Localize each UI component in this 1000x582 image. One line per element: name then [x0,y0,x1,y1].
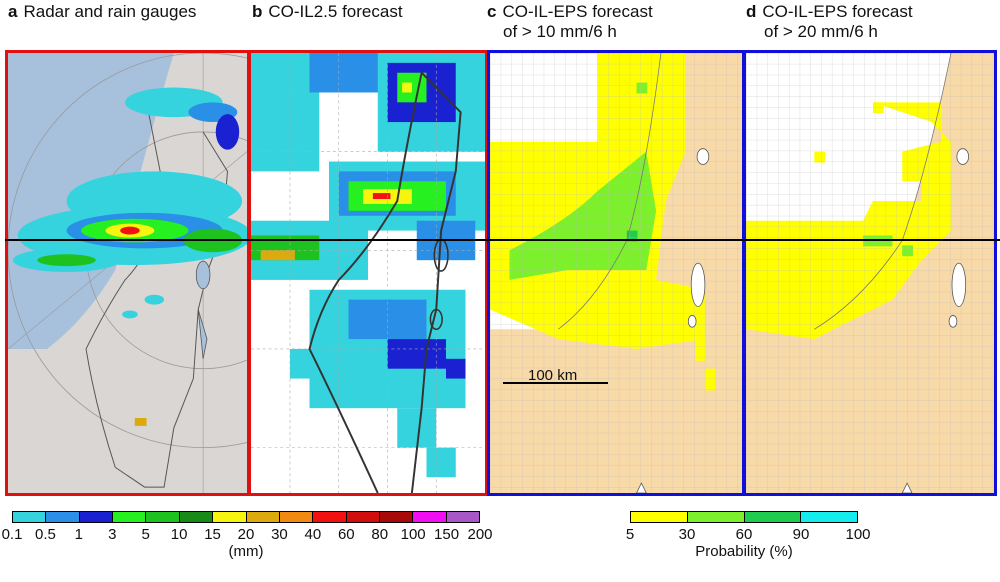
rain-swatch [113,512,147,522]
panel-d-heading: d CO-IL-EPS forecast of > 20 mm/6 h [746,2,913,42]
panel-d-subtitle: of > 20 mm/6 h [764,22,878,41]
panel-b-letter: b [252,2,263,21]
panel-c-probability-map [487,50,745,496]
rain-tick-label: 30 [271,526,288,543]
rain-swatch [213,512,247,522]
rain-tick-label: 0.5 [34,526,56,543]
rain-tick-label: 1 [74,526,84,543]
rain-tick-label: 10 [170,526,188,543]
probability-swatch [631,512,688,522]
rain-tick-label: 5 [141,526,150,543]
panel-d-probability-map [743,50,997,496]
panel-c-letter: c [487,2,497,21]
probability-tick-label: 60 [735,526,753,543]
prob-10mm-graphic [490,53,742,493]
rain-swatch [246,512,280,522]
panel-a-title: Radar and rain gauges [23,2,197,21]
rain-tick-label: 0.1 [1,526,23,543]
probability-colorbar [630,511,858,523]
cross-section-line [5,239,1000,241]
rain-swatch [446,512,480,522]
rain-swatch [179,512,214,522]
panel-a-heading: a Radar and rain gauges [8,2,196,22]
panel-c-title: CO-IL-EPS forecast [502,2,653,21]
rain-swatch [13,512,47,522]
panel-b-title: CO-IL2.5 forecast [268,2,403,21]
panel-d-letter: d [746,2,757,21]
rain-swatch [46,512,80,522]
forecast-rain-fields [251,53,485,478]
panel-c-heading: c CO-IL-EPS forecast of > 10 mm/6 h [487,2,653,42]
probability-unit-label: Probability (%) [695,543,793,560]
rain-tick-label: 60 [337,526,355,543]
rain-colorbar [12,511,480,523]
probability-swatch [687,512,745,522]
rain-tick-label: 15 [204,526,221,543]
rain-swatch [146,512,180,522]
probability-tick-label: 5 [625,526,635,543]
rain-swatch [79,512,114,522]
probability-swatch [744,512,802,522]
rain-tick-label: 200 [467,526,493,543]
rain-tick-label: 3 [108,526,117,543]
panel-a-radar-map [5,50,250,496]
forecast-map-graphic [251,53,485,493]
rain-swatch [413,512,447,522]
scale-bar-label: 100 km [528,367,578,384]
rain-tick-label: 40 [304,526,322,543]
probability-swatch [801,512,857,522]
rain-swatch [379,512,414,522]
probability-tick-label: 90 [792,526,810,543]
prob-20mm-graphic [746,53,994,493]
probability-tick-label: 30 [678,526,696,543]
panel-b-heading: b CO-IL2.5 forecast [252,2,403,22]
scale-bar [503,382,608,384]
panel-c-subtitle: of > 10 mm/6 h [503,22,617,41]
rain-unit-label: (mm) [228,543,264,560]
rain-tick-label: 20 [237,526,255,543]
rain-tick-label: 100 [400,526,426,543]
panel-b-forecast-map [248,50,488,496]
rain-tick-label: 80 [371,526,389,543]
rain-tick-label: 150 [434,526,460,543]
rain-swatch [346,512,380,522]
probability-tick-label: 100 [845,526,871,543]
panel-d-title: CO-IL-EPS forecast [762,2,913,21]
panel-a-letter: a [8,2,18,21]
rain-swatch [279,512,314,522]
radar-map-graphic [8,53,247,493]
rain-swatch [313,512,347,522]
